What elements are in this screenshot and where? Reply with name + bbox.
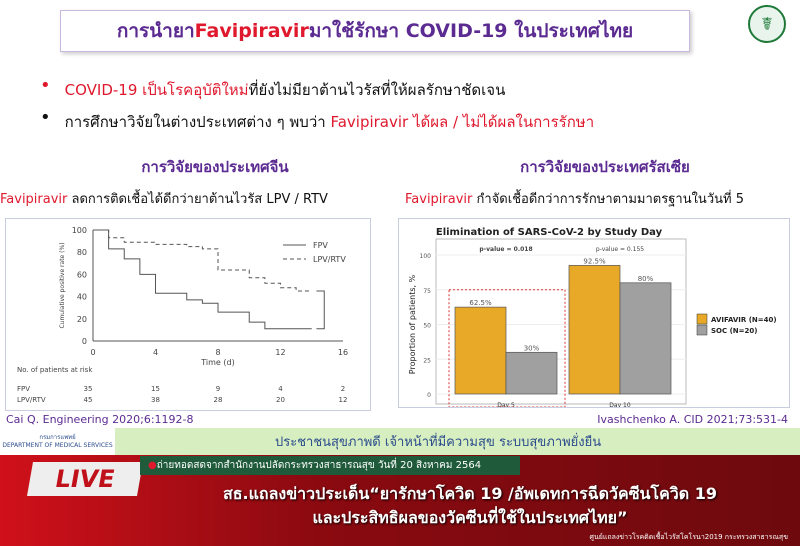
dms-logo: กรมการแพทย์ DEPARTMENT OF MEDICAL SERVICE…	[0, 428, 115, 455]
risk-value: 28	[214, 396, 223, 404]
risk-value: 2	[341, 385, 345, 393]
bar-label: 80%	[638, 275, 654, 283]
y-tick-label: 50	[423, 323, 431, 330]
y-tick-label: 40	[77, 293, 87, 302]
km-line-LPV/RTV	[93, 229, 312, 292]
risk-value: 12	[339, 396, 348, 404]
y-tick-label: 25	[423, 357, 431, 364]
bar-chart: Elimination of SARS-CoV-2 by Study Day 0 2…	[398, 218, 790, 408]
legend-label: LPV/RTV	[313, 255, 346, 264]
legend-swatch	[696, 324, 708, 336]
y-tick-label: 75	[423, 288, 431, 295]
ticker-text: ถ่ายทอดสดจากสำนักงานปลัดกระทรวงสาธารณสุข…	[156, 460, 482, 471]
moph-logo: ☤	[748, 5, 786, 43]
left-heading: การวิจัยของประเทศจีน	[141, 158, 289, 176]
chart-title: Elimination of SARS-CoV-2 by Study Day	[436, 227, 663, 238]
y-tick-label: 0	[82, 337, 87, 346]
bar-label: 62.5%	[469, 299, 492, 307]
bar-Day 10-1	[619, 282, 672, 395]
sub-drug: Favipiravir	[0, 192, 68, 207]
risk-value: 15	[151, 385, 160, 393]
legend-label: AVIFAVIR (N=40)	[711, 316, 777, 324]
right-heading: การวิจัยของประเทศรัสเซีย	[520, 158, 690, 176]
title-drug: Favipiravir	[194, 20, 309, 42]
left-citation: Cai Q. Engineering 2020;6:1192-8	[6, 413, 194, 426]
bar-Day 5-1	[505, 351, 558, 395]
risk-value: 4	[278, 385, 283, 393]
sub-text: กำจัดเชื้อดีกว่าการรักษาตามมาตรฐานในวันท…	[472, 192, 744, 207]
y-axis-label: Cumulative positive rate (%)	[59, 242, 66, 328]
ticker: ●ถ่ายทอดสดจากสำนักงานปลัดกระทรวงสาธารณสุ…	[140, 456, 520, 475]
bullet-text: ที่ยังไม่มียาต้านไวรัสที่ให้ผลรักษาชัดเจ…	[248, 81, 506, 99]
title-text-end: มาใช้รักษา COVID-19 ในประเทศไทย	[308, 20, 634, 42]
risk-row-name: LPV/RTV	[17, 396, 46, 404]
right-subtitle: Favipiravir กำจัดเชื้อดีกว่าการรักษาตามม…	[405, 188, 744, 209]
risk-value: 9	[216, 385, 220, 393]
comparison-bracket	[316, 290, 325, 330]
p-value: p-value = 0.018	[479, 246, 532, 253]
sub-text: ลดการติดเชื้อได้ดีกว่ายาต้านไวรัส LPV / …	[67, 192, 328, 207]
slide-title: การนำยา Favipiravir มาใช้รักษา COVID-19 …	[60, 10, 690, 52]
y-axis-label: Proportion of patients, %	[408, 274, 417, 374]
legend-label: FPV	[313, 241, 328, 250]
bullet-2: • การศึกษาวิจัยในต่างประเทศต่าง ๆ พบว่า F…	[40, 107, 595, 132]
risk-value: 35	[84, 385, 93, 393]
footer-credit: ศูนย์แถลงข่าวโรคติดเชื้อไวรัสโคโรนา2019 …	[589, 533, 788, 541]
risk-table-label: No. of patients at risk	[17, 366, 93, 374]
bar-label: 30%	[524, 344, 540, 352]
bullet-highlight: COVID-19 เป็นโรคอุบัติใหม่	[64, 81, 249, 99]
y-tick-label: 80	[77, 248, 87, 257]
x-tick-label: 4	[153, 348, 158, 357]
risk-row-name: FPV	[17, 385, 30, 393]
bar-Day 10-0	[568, 265, 621, 395]
x-tick-label: Day 5	[497, 402, 515, 408]
legend-swatch	[696, 313, 708, 325]
title-text: การนำยา	[116, 20, 195, 42]
x-tick-label: 12	[275, 348, 285, 357]
x-tick-label: 8	[215, 348, 220, 357]
x-axis-label: Time (d)	[200, 358, 234, 367]
dms-th: กรมการแพทย์	[39, 434, 76, 441]
sub-drug: Favipiravir	[405, 192, 473, 207]
bar-label: 92.5%	[583, 257, 606, 265]
highlight-box	[448, 289, 566, 407]
legend-label: SOC (N=20)	[711, 327, 757, 335]
y-tick-label: 60	[77, 270, 87, 279]
y-tick-label: 0	[427, 392, 431, 399]
x-tick-label: 16	[338, 348, 348, 357]
live-badge: LIVE	[27, 462, 143, 496]
bullet-highlight: Favipiravir ได้ผล / ไม่ได้ผลในการรักษา	[330, 113, 595, 131]
headline-1: สธ.แถลงข่าวประเด็น“ยารักษาโควิด 19 /อัพเ…	[223, 484, 717, 503]
km-line-FPV	[93, 229, 312, 330]
dms-en: DEPARTMENT OF MEDICAL SERVICES	[2, 442, 113, 449]
p-value: p-value = 0.155	[596, 246, 644, 253]
risk-value: 20	[276, 396, 285, 404]
left-subtitle: Favipiravir ลดการติดเชื้อได้ดีกว่ายาต้าน…	[0, 188, 328, 209]
y-tick-label: 100	[72, 226, 87, 235]
slogan: ประชาชนสุขภาพดี เจ้าหน้าที่มีความสุข ระบ…	[275, 435, 602, 450]
red-dot-icon: ●	[148, 460, 157, 471]
x-tick-label: 0	[90, 348, 95, 357]
risk-value: 45	[84, 396, 93, 404]
bar-Day 5-0	[454, 306, 507, 395]
bullet-1: • COVID-19 เป็นโรคอุบัติใหม่ที่ยังไม่มียา…	[40, 75, 506, 100]
slogan-band: กรมการแพทย์ DEPARTMENT OF MEDICAL SERVICE…	[0, 428, 800, 455]
bullet-text: การศึกษาวิจัยในต่างประเทศต่าง ๆ พบว่า	[64, 113, 331, 131]
y-tick-label: 20	[77, 315, 87, 324]
y-tick-label: 100	[420, 253, 432, 260]
km-chart: 0 4 8 12 16 0 20 40 60 80 100 Time (d) Cumulative po…	[5, 218, 371, 411]
x-tick-label: Day 10	[609, 402, 631, 408]
risk-value: 38	[151, 396, 160, 404]
headline-2: และประสิทธิผลของวัคซีนที่ใช้ในประเทศไทย”	[312, 508, 628, 527]
right-citation: Ivashchenko A. CID 2021;73:531-4	[597, 413, 788, 426]
